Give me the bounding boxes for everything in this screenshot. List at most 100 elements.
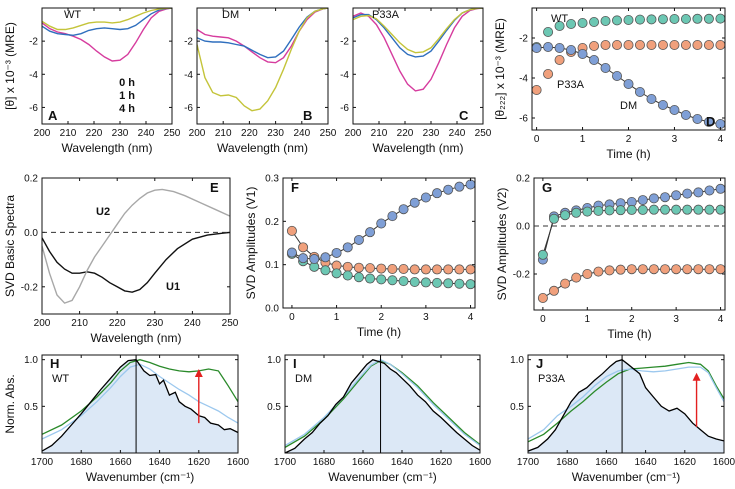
panel-title-B: DM — [222, 9, 239, 21]
data-point-p33a — [342, 261, 353, 272]
y-tick-label-G: 0.0 — [516, 222, 530, 233]
data-point-p33a — [465, 264, 475, 275]
y-axis-label-F: SVD Amplitudes (V1) — [244, 187, 258, 300]
y-tick-label-D: -2 — [519, 34, 528, 45]
data-point-p33a — [704, 264, 715, 275]
data-point-dm — [682, 188, 693, 199]
panel-D: 0 1 2 3 4 -6 -4 -2 Time (h) [θ₂₂₂] x 10⁻³ (MRE) D — [493, 7, 726, 161]
panel-B: 200 210 220 230 240 250 -6 -4 -2 Wavelength (nm) B… — [184, 7, 337, 155]
series-annotation-p33a: P33A — [557, 79, 585, 91]
data-point-p33a — [600, 40, 611, 51]
data-point-dm — [286, 247, 297, 258]
data-point-dm — [454, 181, 465, 192]
data-point-wt — [600, 15, 611, 26]
data-point-dm — [398, 204, 409, 215]
series-line-0-h — [353, 8, 483, 92]
plot-frame-E — [41, 177, 231, 315]
x-axis-label-J: Wavenumber (cm⁻¹) — [572, 470, 681, 484]
series-line-4-h — [197, 8, 328, 112]
y-tick-label-B: -4 — [184, 70, 193, 81]
panel-label-H: H — [50, 356, 59, 371]
series-line-4-h — [42, 8, 172, 31]
y-tick-label-F: 0.2 — [265, 217, 279, 228]
data-point-dm — [648, 193, 659, 204]
x-tick-label-B: 200 — [189, 128, 206, 139]
y-tick-label-G: -0.2 — [513, 270, 531, 281]
x-tick-label-E: 220 — [109, 318, 126, 329]
data-point-dm — [465, 179, 475, 190]
series-line-1-h — [42, 8, 172, 37]
x-tick-label-H: 1680 — [70, 457, 93, 468]
y-tick-label-C: -2 — [340, 37, 349, 48]
data-point-p33a — [582, 268, 593, 279]
x-axis-label-E: Wavelength (nm) — [91, 331, 182, 345]
data-point-p33a — [376, 263, 387, 274]
data-point-wt — [612, 15, 623, 26]
series-annotation-wt: WT — [551, 13, 568, 25]
plot-frame-F — [282, 177, 476, 309]
data-point-wt — [376, 274, 387, 285]
data-point-dm — [577, 49, 588, 60]
series-line-1-h — [197, 8, 328, 59]
x-tick-label-H: 1700 — [31, 457, 54, 468]
plot-frame-J — [527, 354, 725, 454]
spectrum-line-blue — [285, 358, 480, 447]
x-tick-label-E: 210 — [71, 318, 88, 329]
data-point-dm — [342, 242, 353, 253]
panel-label-A: A — [48, 108, 58, 123]
data-point-wt — [443, 278, 454, 289]
data-point-dm — [623, 79, 634, 90]
data-point-p33a — [432, 264, 443, 275]
x-tick-label-E: 230 — [146, 318, 163, 329]
data-point-dm — [298, 253, 309, 264]
x-tick-label-D: 4 — [718, 134, 724, 145]
x-tick-label-F: 0 — [289, 312, 295, 323]
x-tick-label-D: 0 — [534, 134, 540, 145]
y-tick-label-J: 0.5 — [510, 402, 524, 413]
x-axis-label-A: Wavelength (nm) — [62, 141, 153, 155]
panel-label-I: I — [293, 356, 297, 371]
x-tick-label-B: 230 — [267, 128, 284, 139]
spectrum-line-black — [285, 358, 480, 453]
data-point-dm — [420, 192, 431, 203]
y-tick-label-C: -4 — [340, 70, 349, 81]
data-point-p33a — [593, 266, 604, 277]
series-line-4-h — [353, 8, 483, 54]
data-point-wt — [703, 13, 714, 24]
x-tick-label-G: 2 — [629, 314, 635, 325]
y-axis-label-D: [θ₂₂₂] x 10⁻³ (MRE) — [493, 18, 507, 120]
panel-title-J: P33A — [538, 373, 566, 385]
data-point-p33a — [626, 264, 637, 275]
data-point-wt — [615, 205, 626, 216]
data-point-wt — [577, 17, 588, 28]
data-point-wt — [365, 273, 376, 284]
y-tick-label-E: 0.0 — [24, 228, 38, 239]
panel-F: 0 1 2 3 4 0.0 0.1 0.2 0.3 Time (h) SVD Amplitudes … — [244, 174, 476, 339]
x-tick-label-C: 250 — [475, 128, 492, 139]
panel-C: 200 210 220 230 240 250 -6 -4 -2 Wavelength (nm) C… — [340, 7, 492, 155]
data-point-p33a — [703, 40, 714, 51]
x-tick-label-A: 200 — [34, 128, 51, 139]
y-tick-label-F: 0.3 — [265, 174, 279, 185]
panel-G: 0 1 2 3 4 -0.2 0.0 0.2 Time (h) SVD Amplitudes (V… — [495, 174, 726, 341]
panel-label-E: E — [210, 180, 219, 195]
data-point-p33a — [660, 264, 671, 275]
data-point-p33a — [612, 40, 623, 51]
data-point-wt — [648, 204, 659, 215]
x-tick-label-H: 1600 — [227, 457, 250, 468]
x-tick-label-F: 4 — [468, 312, 474, 323]
data-point-p33a — [571, 272, 582, 283]
spectrum-line-blue — [42, 363, 238, 440]
data-point-dm — [532, 43, 542, 53]
data-point-wt — [704, 204, 715, 215]
series-annotation-u1: U1 — [166, 281, 180, 293]
x-tick-label-J: 1600 — [713, 457, 735, 468]
x-tick-label-I: 1640 — [391, 457, 414, 468]
y-tick-label-G: 0.2 — [516, 174, 530, 185]
panel-E: 200 210 220 230 240 250 -0.2 0.0 0.2 Wavelength (… — [3, 174, 239, 346]
data-point-wt — [623, 14, 634, 25]
y-tick-label-B: -6 — [184, 103, 193, 114]
spectrum-line-green — [42, 359, 238, 435]
data-point-p33a — [648, 264, 659, 275]
data-point-wt — [669, 13, 680, 24]
